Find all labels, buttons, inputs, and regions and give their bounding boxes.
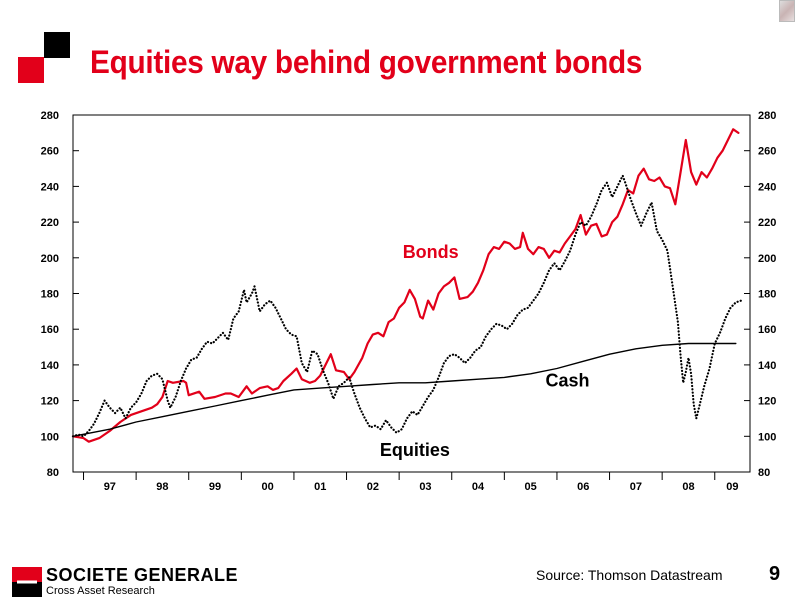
series-line-bonds [71,128,740,443]
x-tick-label: 97 [104,481,116,493]
series-label-cash: Cash [545,370,589,390]
series-label-bonds: Bonds [403,242,459,262]
x-tick-label: 05 [525,481,537,493]
y-tick-label-right: 260 [758,146,776,158]
brand-name: SOCIETE GENERALE [46,565,239,585]
x-tick-label: 00 [262,481,274,493]
y-tick-label-left: 280 [41,110,59,122]
y-tick-label-right: 220 [758,217,776,229]
brand-logo-icon [12,567,42,597]
x-tick-label: 01 [314,481,326,493]
x-tick-label: 99 [209,481,221,493]
y-tick-label-right: 200 [758,253,776,265]
series-line-equities [71,174,743,438]
y-tick-label-left: 100 [41,431,59,443]
chart-lines [71,128,743,443]
x-tick-label: 03 [419,481,431,493]
y-tick-label-right: 120 [758,396,776,408]
slide-title: Equities way behind government bonds [90,44,643,80]
y-tick-label-right: 240 [758,181,776,193]
chart-annotations: Bonds Equities Cash [380,242,590,460]
page-number: 9 [769,563,781,585]
y-tick-label-left: 160 [41,324,59,336]
x-tick-label: 04 [472,481,485,493]
y-tick-label-right: 280 [758,110,776,122]
y-tick-label-left: 140 [41,360,59,372]
brand-subtitle: Cross Asset Research [46,585,155,597]
y-tick-label-left: 120 [41,396,59,408]
y-tick-label-right: 160 [758,324,776,336]
y-tick-label-right: 180 [758,289,776,301]
y-tick-label-right: 140 [758,360,776,372]
y-tick-label-left: 260 [41,146,59,158]
y-tick-label-right: 80 [758,467,770,479]
logo-square-red [18,57,44,83]
chart-ticks: 80 80 100 100 120 120 140 140 160 160 180 180 200 200… [41,110,777,493]
x-tick-label: 07 [630,481,642,493]
y-tick-label-left: 240 [41,181,59,193]
x-tick-label: 02 [367,481,379,493]
x-tick-label: 98 [156,481,168,493]
logo-square-black [44,32,70,58]
series-line-cash [72,342,737,437]
x-tick-label: 09 [726,481,738,493]
y-tick-label-left: 180 [41,289,59,301]
x-tick-label: 08 [682,481,694,493]
series-label-equities: Equities [380,440,450,460]
source-note: Source: Thomson Datastream [536,567,723,583]
y-tick-label-left: 80 [47,467,59,479]
y-tick-label-left: 220 [41,217,59,229]
x-tick-label: 06 [577,481,589,493]
y-tick-label-right: 100 [758,431,776,443]
y-tick-label-left: 200 [41,253,59,265]
